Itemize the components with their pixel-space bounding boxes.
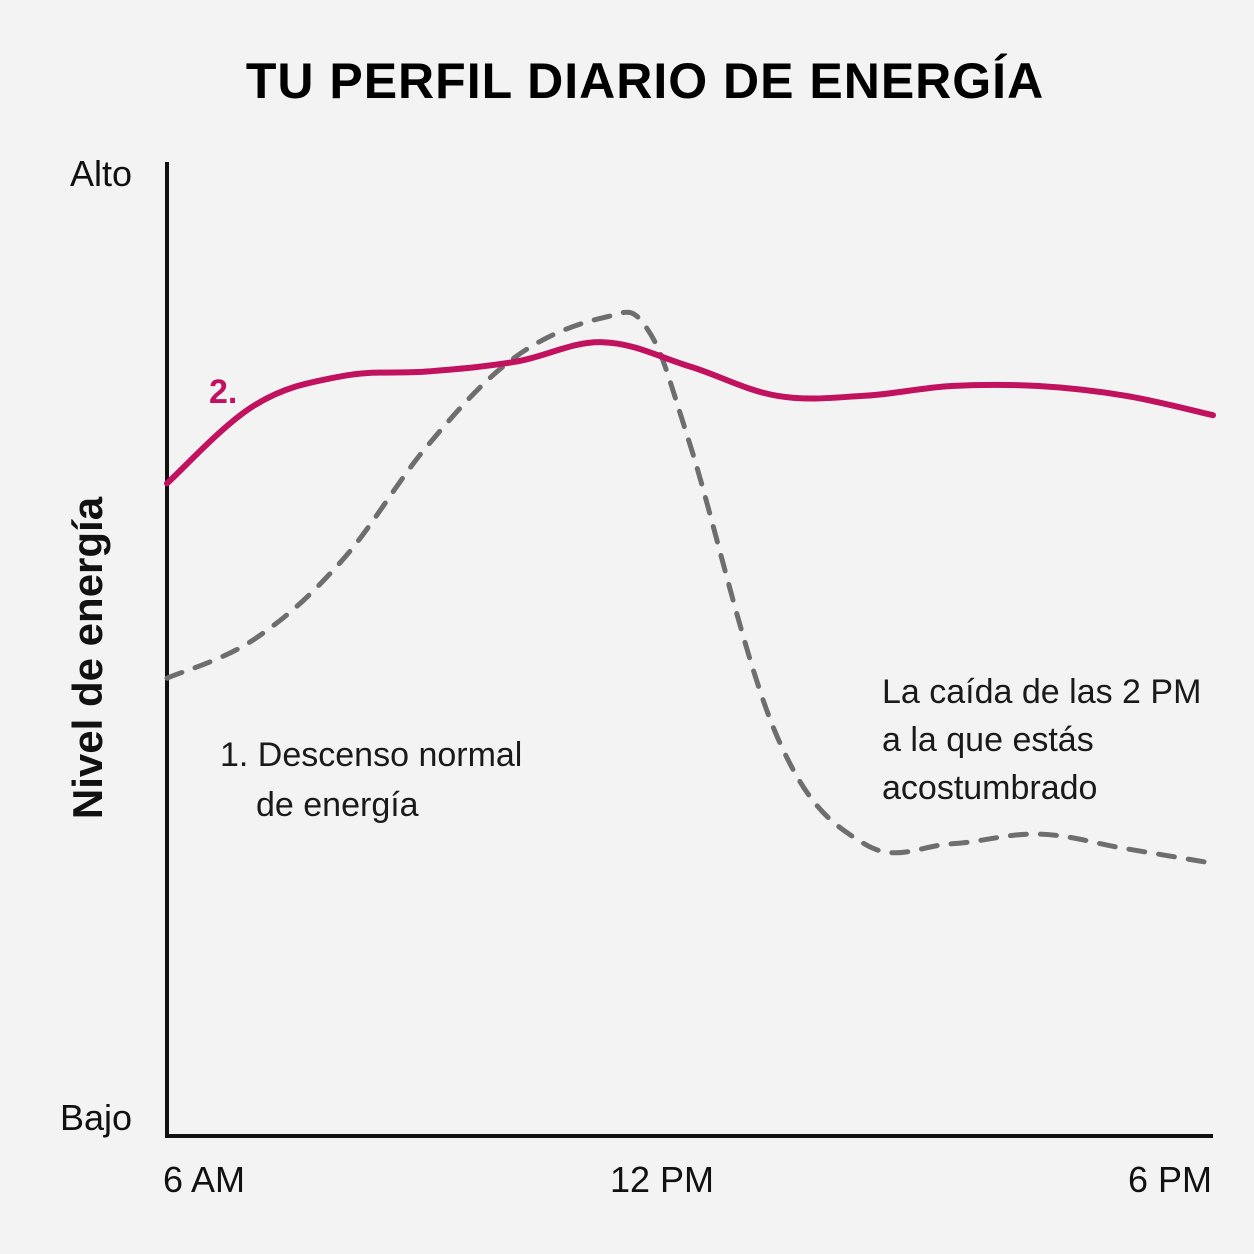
annotation-2pm-crash-line-2: a la que estás [882,721,1094,759]
y-axis-label: Nivel de energía [64,496,111,819]
annotation-2pm-crash-line-1: La caída de las 2 PM [882,673,1201,711]
series-marker-label: 2. [209,373,237,411]
x-tick-6pm: 6 PM [1128,1159,1212,1200]
x-tick-12pm: 12 PM [610,1159,714,1200]
y-tick-low: Bajo [60,1097,132,1138]
series-stable-energy-line [164,339,1216,487]
annotation-2pm-crash-line-3: acostumbrado [882,769,1097,807]
chart-title: TU PERFIL DIARIO DE ENERGÍA [246,53,1044,109]
x-tick-6am: 6 AM [163,1159,245,1200]
annotation-normal-dip-line-2: de energía [256,786,419,824]
series-typical-energy-line [164,309,1216,866]
annotation-normal-dip-line-1: 1. Descenso normal [220,736,522,774]
y-tick-high: Alto [70,153,132,194]
